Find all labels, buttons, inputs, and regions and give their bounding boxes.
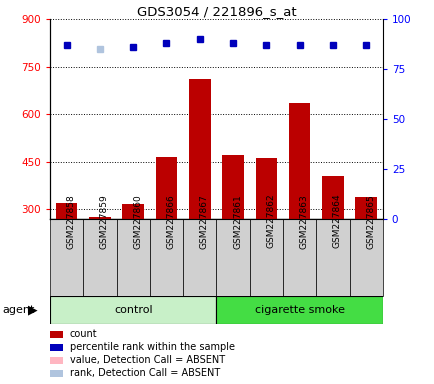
Bar [183,219,216,296]
Bar [56,203,77,219]
Bar [216,296,382,324]
Text: percentile rank within the sample: percentile rank within the sample [70,342,234,352]
Text: GSM227861: GSM227861 [233,194,241,248]
Text: GSM227864: GSM227864 [332,194,341,248]
Bar [283,219,316,296]
Bar [188,79,210,219]
Text: GSM227863: GSM227863 [299,194,308,248]
Text: GSM227865: GSM227865 [365,194,374,248]
Bar [83,219,116,296]
Text: value, Detection Call = ABSENT: value, Detection Call = ABSENT [70,355,225,365]
Text: GSM227859: GSM227859 [100,194,108,248]
Text: rank, Detection Call = ABSENT: rank, Detection Call = ABSENT [70,368,220,378]
Bar [155,157,177,219]
Bar [89,217,111,219]
Text: control: control [114,305,152,315]
Bar [149,219,183,296]
Title: GDS3054 / 221896_s_at: GDS3054 / 221896_s_at [136,5,296,18]
Text: agent: agent [2,305,34,315]
Bar [116,219,149,296]
Bar [216,219,249,296]
Bar [122,204,144,219]
Bar [321,176,343,219]
Bar [255,158,276,219]
Text: GSM227860: GSM227860 [133,194,142,248]
Bar [50,219,83,296]
Bar [288,103,310,219]
Text: GSM227867: GSM227867 [199,194,208,248]
Bar [50,344,63,351]
Bar [222,156,243,219]
Text: GSM227862: GSM227862 [266,194,275,248]
Text: GSM227866: GSM227866 [166,194,175,248]
Bar [349,219,382,296]
Bar [50,296,216,324]
Bar [249,219,283,296]
Bar [50,331,63,338]
Bar [50,357,63,364]
Text: GSM227858: GSM227858 [66,194,76,248]
Bar [50,369,63,377]
Text: ▶: ▶ [28,304,37,316]
Bar [316,219,349,296]
Bar [355,197,376,219]
Text: cigarette smoke: cigarette smoke [254,305,344,315]
Text: count: count [70,329,97,339]
